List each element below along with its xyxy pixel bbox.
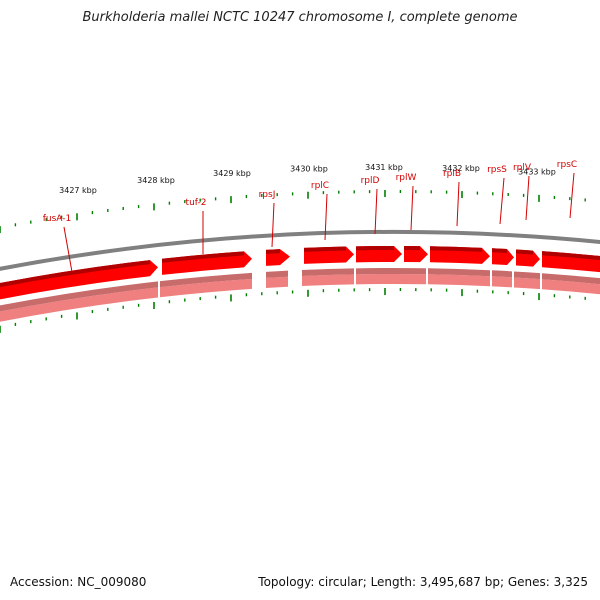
gene-label-rpsS: rpsS [487,165,507,175]
light-segment-shade [356,268,426,275]
kbp-label: 3431 kbp [365,163,403,172]
gene-arrow-shade [304,246,346,252]
gene-label-rpsC: rpsC [557,160,577,170]
gene-label-rplW: rplW [396,173,417,183]
page-title: Burkholderia mallei NCTC 10247 chromosom… [82,10,518,25]
light-segment-shade [0,281,158,312]
gene-labels: fusA-1 tuf-2 rpsJ rplC rplD rplW rplB rpsS rplV r… [43,160,577,273]
gene-arrow-shade [404,246,420,251]
chromosome-backbone [0,230,600,271]
gene-arrow-shade [542,251,600,261]
gene-label-rplB: rplB [443,169,461,179]
gene-track-red [0,246,600,300]
accession-text: Accession: NC_009080 [10,575,146,589]
light-segment [266,276,288,288]
gene-leader-line [456,181,460,227]
gene-leader-line [271,202,275,248]
topology-label: Topology: [258,575,315,589]
gene-leader-line [569,172,575,219]
accession-value: NC_009080 [77,575,147,589]
gene-label-rplV: rplV [513,163,532,173]
gene-leader-line [324,193,328,241]
gene-arrow-shade [430,246,482,252]
gene-arrow-shade [0,260,150,288]
kbp-label: 3428 kbp [137,176,175,185]
gene-label-rplD: rplD [361,176,380,186]
gene-label-fusA-1: fusA-1 [43,214,72,224]
light-segment-shade [514,271,540,280]
light-segment-shade [542,273,600,285]
gene-label-rplC: rplC [311,181,329,191]
gene-leader-line [525,175,530,221]
gene-leader-line [499,177,505,225]
gene-arrow-shade [516,249,533,255]
gene-leader-line [410,185,414,231]
gene-label-tuf-2: tuf-2 [186,198,207,208]
kbp-label: 3429 kbp [213,169,251,178]
length-value: 3,495,687 bp [419,575,500,589]
gene-arrow-shade [266,249,280,254]
light-segment-shade [160,272,252,288]
gene-arrow-shade [162,251,244,263]
genes-label: Genes: [507,575,550,589]
gene-track-light [0,268,600,322]
light-segment [356,273,426,285]
topology-value: circular [318,575,363,589]
gene-arrow [0,260,158,300]
gene-arrow-shade [492,248,507,254]
light-segment-shade [492,270,512,278]
gene-arrow-shade [356,246,394,251]
length-label: Length: [370,575,417,589]
light-segment-shade [428,268,490,277]
kbp-label: 3430 kbp [290,165,328,174]
light-segment [428,274,490,287]
genes-value: 3,325 [553,575,588,589]
light-segment [492,276,512,288]
light-segment [0,287,158,322]
light-segment [160,278,252,298]
genome-stats: Topology: circular; Length: 3,495,687 bp… [258,575,588,589]
light-segment [542,279,600,295]
gene-leader-line [63,226,73,273]
gene-leader-line [374,188,378,235]
light-segment-shade [266,270,288,278]
gene-label-rpsJ: rpsJ [259,190,276,200]
kbp-scale-labels: 3427 kbp 3428 kbp 3429 kbp 3430 kbp 3431 kbp… [59,163,556,195]
tick-track-inner [0,190,586,234]
light-segment [302,274,354,287]
kbp-label: 3427 kbp [59,186,97,195]
light-segment-shade [302,268,354,277]
light-segment [514,277,540,290]
tick-track-outer [0,288,586,333]
accession-label: Accession: [10,575,74,589]
kbp-label: 3432 kbp [442,164,480,173]
kbp-label: 3433 kbp [518,168,556,177]
